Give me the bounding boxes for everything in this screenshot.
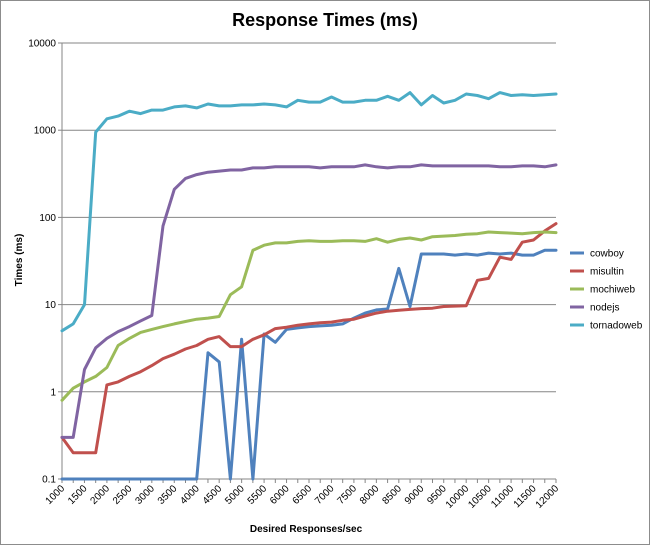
grid-layer bbox=[62, 42, 556, 393]
series-layer bbox=[60, 91, 558, 481]
series-line-tornadoweb bbox=[60, 91, 558, 333]
series-line-cowboy bbox=[60, 248, 558, 481]
legend-label-nodejs: nodejs bbox=[590, 303, 619, 314]
legend-label-tornadoweb: tornadoweb bbox=[590, 321, 643, 332]
series-line-mochiweb bbox=[60, 230, 558, 402]
legend-label-cowboy: cowboy bbox=[590, 249, 624, 260]
series-line-misultin bbox=[60, 222, 558, 455]
legend-label-mochiweb: mochiweb bbox=[590, 285, 635, 296]
y-axis-title: Times (ms) bbox=[14, 234, 25, 287]
legend-label-misultin: misultin bbox=[590, 267, 624, 278]
chart-title: Response Times (ms) bbox=[232, 10, 418, 30]
series-line-nodejs bbox=[60, 163, 558, 439]
y-tick-label: 100 bbox=[39, 213, 56, 224]
y-tick-label: 1000 bbox=[34, 126, 57, 137]
y-tick-label: 1 bbox=[50, 387, 56, 398]
y-tick-label: 0.1 bbox=[42, 475, 56, 486]
x-axis-title: Desired Responses/sec bbox=[250, 524, 363, 535]
y-tick-label: 10000 bbox=[28, 39, 56, 50]
legend: cowboy misultin mochiweb nodejs tornadoweb bbox=[570, 249, 643, 332]
y-tick-label: 10 bbox=[45, 300, 57, 311]
